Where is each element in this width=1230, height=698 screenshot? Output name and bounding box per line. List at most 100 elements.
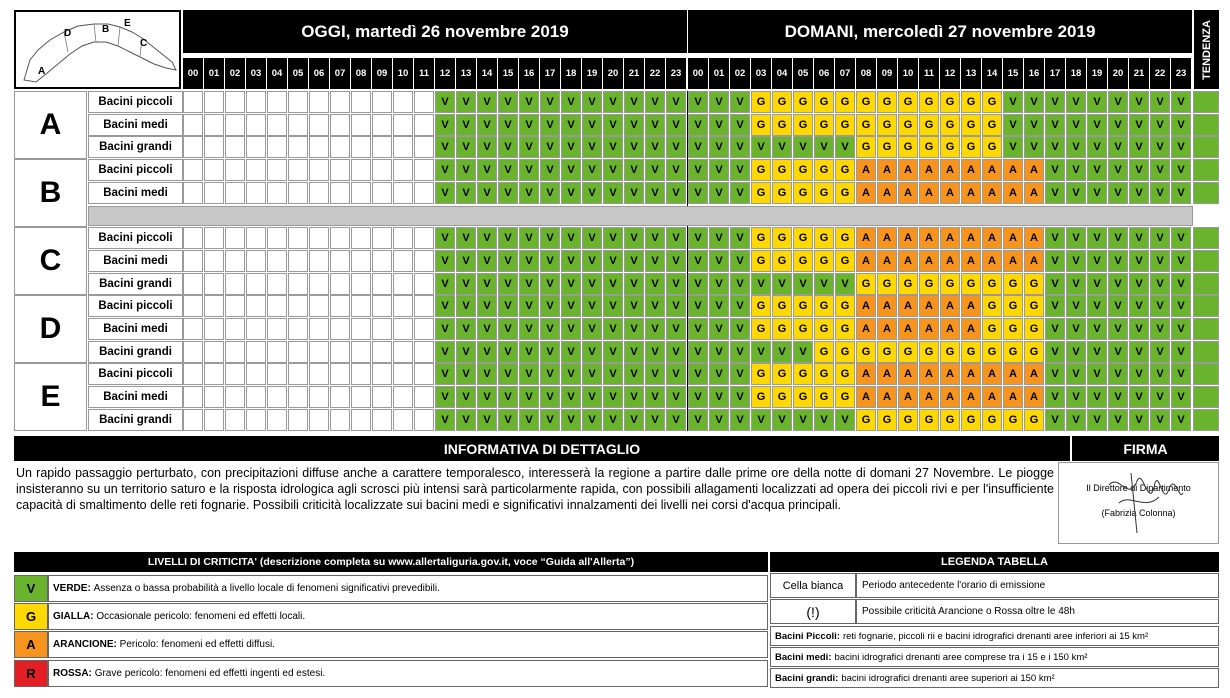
alert-cell: V: [603, 295, 623, 318]
alert-cell: A: [940, 363, 960, 386]
alert-cell: [225, 386, 245, 409]
alert-cell: G: [835, 295, 855, 318]
alert-cell: V: [456, 91, 476, 113]
alert-cell: A: [898, 249, 918, 272]
alert-cell: G: [814, 295, 834, 318]
alert-cell: G: [814, 91, 834, 113]
alert-cell: V: [688, 113, 708, 136]
alert-cell: [309, 181, 329, 204]
alert-cell: V: [688, 136, 708, 159]
hour-header: 06: [309, 58, 329, 89]
alert-cell: V: [1066, 386, 1086, 409]
alert-cell: G: [751, 386, 771, 409]
alert-cell: V: [793, 272, 813, 295]
hour-header: 02: [225, 58, 245, 89]
alert-cell: V: [624, 318, 644, 340]
alert-cell: [309, 408, 329, 431]
alert-cell: G: [982, 91, 1002, 113]
alert-cell: G: [982, 295, 1002, 318]
alert-cell: V: [1045, 340, 1065, 363]
alert-cell: [204, 249, 224, 272]
alert-cell: V: [498, 227, 518, 250]
alert-cell: V: [582, 113, 602, 136]
basin-row-label: Bacini medi: [88, 249, 183, 272]
alert-cell: V: [1087, 408, 1107, 431]
hour-header: 10: [393, 58, 413, 89]
alert-cell: V: [709, 386, 729, 409]
alert-cell: [351, 159, 371, 182]
alert-cell: V: [645, 363, 665, 386]
alert-cell: G: [751, 113, 771, 136]
alert-cell: V: [603, 159, 623, 182]
alert-cell: V: [709, 113, 729, 136]
basin-desc: reti fognarie, piccoli rii e bacini idro…: [842, 630, 1149, 642]
alert-cell: V: [1150, 113, 1170, 136]
alert-cell: [204, 91, 224, 113]
alert-cell: G: [982, 408, 1002, 431]
alert-cell: G: [835, 386, 855, 409]
alert-cell: [225, 227, 245, 250]
alert-cell: V: [709, 91, 729, 113]
basin-row-label: Bacini piccoli: [88, 227, 183, 250]
alert-cell: V: [730, 181, 750, 204]
alert-cell: V: [1108, 159, 1128, 182]
alert-cell: A: [982, 227, 1002, 250]
alert-cell: [351, 386, 371, 409]
alert-cell: V: [435, 136, 455, 159]
alert-cell: [393, 295, 413, 318]
hour-header: 00: [183, 58, 203, 89]
liguria-map: A D B E C: [14, 10, 181, 89]
alert-cell: V: [1087, 249, 1107, 272]
alert-cell: V: [793, 408, 813, 431]
alert-cell: [225, 318, 245, 340]
alert-cell: G: [772, 227, 792, 250]
basin-name: Bacini Piccoli:: [775, 630, 840, 642]
hour-header: 16: [1024, 58, 1044, 89]
alert-cell: A: [898, 181, 918, 204]
alert-cell: V: [645, 91, 665, 113]
hour-header: 08: [856, 58, 876, 89]
alert-cell: A: [1003, 159, 1023, 182]
alert-cell: V: [477, 408, 497, 431]
hour-header: 00: [688, 58, 708, 89]
alert-cell: V: [1171, 91, 1191, 113]
legend-key-warning-icon: (!): [770, 599, 856, 624]
alert-cell: V: [519, 159, 539, 182]
alert-cell: G: [814, 227, 834, 250]
alert-cell: V: [1087, 295, 1107, 318]
alert-cell: V: [561, 386, 581, 409]
alert-cell: V: [519, 318, 539, 340]
alert-cell: G: [919, 113, 939, 136]
alert-cell: G: [877, 113, 897, 136]
alert-cell: V: [582, 249, 602, 272]
alert-cell: V: [1171, 363, 1191, 386]
alert-cell: V: [645, 295, 665, 318]
alert-cell: V: [456, 408, 476, 431]
alert-cell: [393, 249, 413, 272]
alert-cell: V: [1045, 386, 1065, 409]
alert-cell: G: [751, 91, 771, 113]
alert-cell: G: [898, 136, 918, 159]
alert-cell: V: [519, 295, 539, 318]
alert-cell: [183, 408, 203, 431]
alert-cell: [183, 181, 203, 204]
alert-cell: V: [688, 91, 708, 113]
alert-cell: [351, 113, 371, 136]
alert-cell: V: [582, 386, 602, 409]
alert-cell: [414, 136, 434, 159]
alert-cell: V: [1087, 113, 1107, 136]
handwritten-signature: [1108, 472, 1184, 534]
alert-cell: V: [1045, 159, 1065, 182]
alert-cell: [183, 363, 203, 386]
hour-header: 04: [267, 58, 287, 89]
alert-cell: V: [624, 386, 644, 409]
alert-cell: [309, 113, 329, 136]
alert-cell: [351, 318, 371, 340]
alert-cell: V: [1087, 386, 1107, 409]
alert-cell: A: [961, 227, 981, 250]
alert-cell: V: [540, 295, 560, 318]
alert-cell: [372, 272, 392, 295]
alert-cell: V: [730, 272, 750, 295]
alert-cell: V: [540, 386, 560, 409]
alert-cell: [267, 136, 287, 159]
